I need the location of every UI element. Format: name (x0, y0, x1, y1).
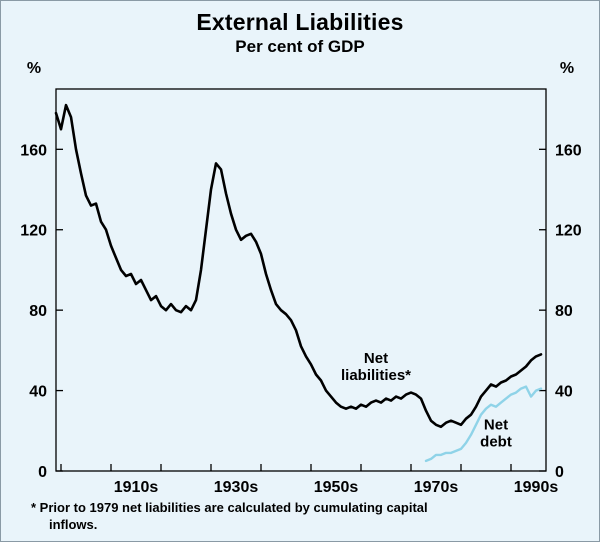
x-axis-label-1990s: 1990s (514, 479, 559, 496)
y-axis-label-left: 160 (20, 142, 47, 159)
footnote-line-1: * Prior to 1979 net liabilities are calc… (31, 500, 428, 515)
annotation-net-liabilities-label: Net (364, 350, 388, 367)
y-axis-label-left: 40 (29, 384, 47, 401)
annotation-net-liabilities-label: liabilities* (341, 367, 411, 384)
series-line-net-debt (424, 385, 543, 463)
y-axis-label-left: 80 (29, 303, 47, 320)
y-axis-label-right: 120 (555, 223, 582, 240)
chart-title: External Liabilities (196, 9, 404, 35)
x-axis-label-1950s: 1950s (314, 479, 359, 496)
x-axis-label-1910s: 1910s (114, 479, 159, 496)
series-line-net-liabilities (54, 103, 543, 429)
y-axis-unit-left: % (27, 60, 41, 77)
y-axis-label-right: 80 (555, 303, 573, 320)
chart-footnote: * Prior to 1979 net liabilities are calc… (31, 499, 579, 533)
annotation-net-debt-label: Net (484, 416, 508, 433)
x-axis-label-1970s: 1970s (414, 479, 459, 496)
y-axis-label-right: 40 (555, 384, 573, 401)
chart-subtitle: Per cent of GDP (235, 37, 365, 56)
y-axis-label-left: 0 (38, 464, 47, 481)
y-axis-label-left: 120 (20, 223, 47, 240)
x-axis-label-1930s: 1930s (214, 479, 259, 496)
plot-border (55, 88, 547, 472)
y-axis-label-right: 160 (555, 142, 582, 159)
annotation-net-debt-label: debt (480, 433, 512, 450)
footnote-line-2: inflows. (49, 517, 98, 532)
y-axis-unit-right: % (560, 60, 574, 77)
y-axis-label-right: 0 (555, 464, 564, 481)
